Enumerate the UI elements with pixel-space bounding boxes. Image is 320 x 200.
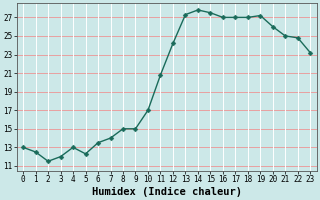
X-axis label: Humidex (Indice chaleur): Humidex (Indice chaleur) bbox=[92, 186, 242, 197]
